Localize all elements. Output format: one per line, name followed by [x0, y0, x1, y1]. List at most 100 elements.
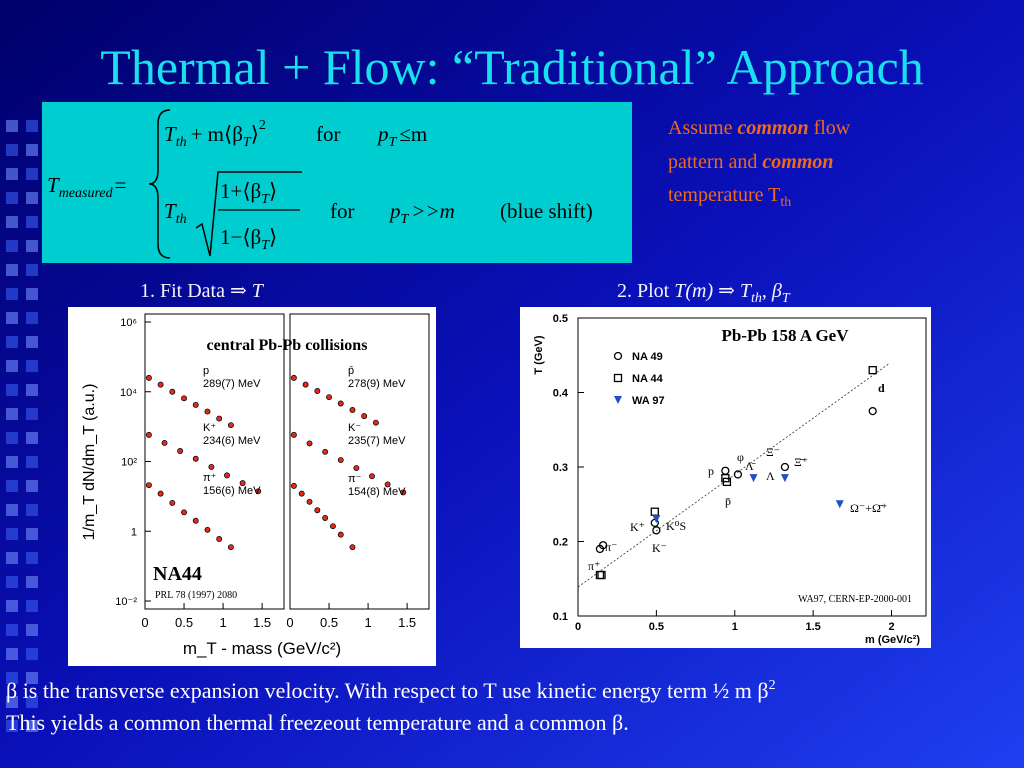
decor-square	[26, 264, 38, 276]
annotation: WA97, CERN-EP-2000-001	[798, 594, 912, 605]
footer-line: β is the transverse expansion velocity. …	[6, 678, 776, 703]
caption: 1. Fit Data ⇒ T	[140, 280, 265, 302]
series-label: 235(7) MeV	[348, 435, 406, 447]
eq-text: for	[330, 199, 355, 223]
x-tick-label: 1	[364, 615, 371, 630]
series-label: 289(7) MeV	[203, 378, 261, 390]
data-point	[780, 462, 790, 472]
particle-label: π⁻	[605, 540, 617, 554]
decor-square	[6, 168, 18, 180]
legend-entry: NA 49	[613, 351, 663, 363]
data-point	[161, 440, 168, 446]
data-point	[169, 388, 176, 395]
spectra-chart: 10⁻² 1 10² 10⁴ 10⁶ 0 0.5 1 1.5 0 0.5 1 1.5 1/m_T dN/d…	[81, 313, 430, 658]
decor-square	[26, 240, 38, 252]
chart-title: Pb-Pb 158 A GeV	[721, 326, 849, 345]
data-point	[349, 407, 356, 413]
sqrt	[195, 171, 302, 257]
slide-title: Thermal + Flow: “Traditional” Approach	[100, 39, 923, 95]
data-point	[204, 408, 211, 415]
caption: 2. Plot T(m) ⇒ Tth, βT	[617, 280, 791, 306]
data-point	[314, 507, 321, 514]
particle-label: K⁻	[652, 541, 667, 555]
decor-square	[26, 720, 38, 732]
legend-label: WA 97	[632, 395, 665, 407]
decor-square	[26, 552, 38, 564]
decor-squares	[6, 120, 38, 732]
legend-marker	[614, 396, 622, 404]
y-tick-label: 0.4	[553, 388, 569, 400]
particle-label: K⁺	[630, 520, 645, 534]
decor-square	[26, 480, 38, 492]
decor-square	[6, 624, 18, 636]
eq-text: Tth + m⟨βT⟩2	[164, 118, 266, 150]
decor-square	[6, 264, 18, 276]
particle-label: p	[708, 464, 714, 478]
data-point	[329, 523, 336, 530]
decor-square	[6, 120, 18, 132]
x-tick-label: 0.5	[320, 615, 338, 630]
data-point	[353, 465, 360, 471]
data-point	[192, 517, 199, 524]
data-point	[400, 489, 407, 496]
series-name: π⁻	[348, 473, 362, 485]
data-point	[290, 374, 297, 381]
x-tick-label: 1	[219, 615, 226, 630]
legend-marker	[613, 351, 623, 361]
particle-label: φ	[737, 450, 744, 464]
footer-line: This yields a common thermal freezeout t…	[6, 710, 629, 735]
particle-label: Ω⁻+Ω̄⁺	[850, 501, 887, 515]
y-axis-label: 1/m_T dN/dm_T (a.u.)	[81, 384, 98, 541]
y-tick-label: 0.3	[553, 462, 568, 474]
data-point	[181, 509, 187, 516]
data-point	[780, 474, 789, 483]
decor-square	[26, 360, 38, 372]
decor-square	[6, 312, 18, 324]
data-point	[733, 470, 743, 479]
data-point	[192, 455, 199, 462]
legend-entry: WA 97	[614, 395, 665, 407]
data-point	[208, 463, 215, 470]
x-tick-label: 0.5	[649, 621, 664, 633]
data-point	[290, 482, 297, 489]
decor-square	[6, 672, 18, 684]
data-point	[169, 499, 176, 506]
equation-box	[42, 102, 632, 263]
decor-square	[26, 600, 38, 612]
eq-text: Tth	[164, 199, 187, 227]
x-tick-label: 0	[575, 621, 581, 633]
legend-marker	[613, 373, 623, 383]
y-tick-label: 10⁴	[120, 387, 137, 399]
series-name: K⁻	[348, 422, 361, 434]
decor-square	[6, 552, 18, 564]
decor-square	[26, 648, 38, 660]
eq-text: for	[316, 122, 341, 146]
decor-square	[26, 528, 38, 540]
y-tick-label: 10⁻²	[115, 596, 137, 608]
decor-square	[26, 144, 38, 156]
note-line: pattern and common	[668, 151, 834, 173]
decor-square	[6, 528, 18, 540]
decor-square	[26, 336, 38, 348]
x-tick-label: 1.5	[253, 615, 271, 630]
decor-square	[6, 336, 18, 348]
y-axis-label: T (GeV)	[533, 335, 545, 374]
x-tick-label: 0	[141, 615, 148, 630]
decor-square	[6, 408, 18, 420]
data-point	[290, 431, 297, 438]
x-tick-label: 2	[888, 621, 894, 633]
particle-label: p̄	[725, 494, 731, 508]
decor-square	[26, 576, 38, 588]
x-tick-label: 1.5	[398, 615, 416, 630]
x-tick-label: 1.5	[805, 621, 820, 633]
equation: Tmeasured= Tth + m⟨βT⟩2 for pT ≤m Tth 1+⟨β…	[42, 102, 632, 263]
data-point	[372, 419, 379, 426]
particle-label: K⁰S	[666, 519, 686, 533]
eq-text: Tmeasured=	[47, 173, 126, 201]
data-point	[302, 381, 309, 388]
decor-square	[6, 432, 18, 444]
decor-square	[26, 384, 38, 396]
decor-square	[6, 384, 18, 396]
data-point	[868, 406, 877, 416]
